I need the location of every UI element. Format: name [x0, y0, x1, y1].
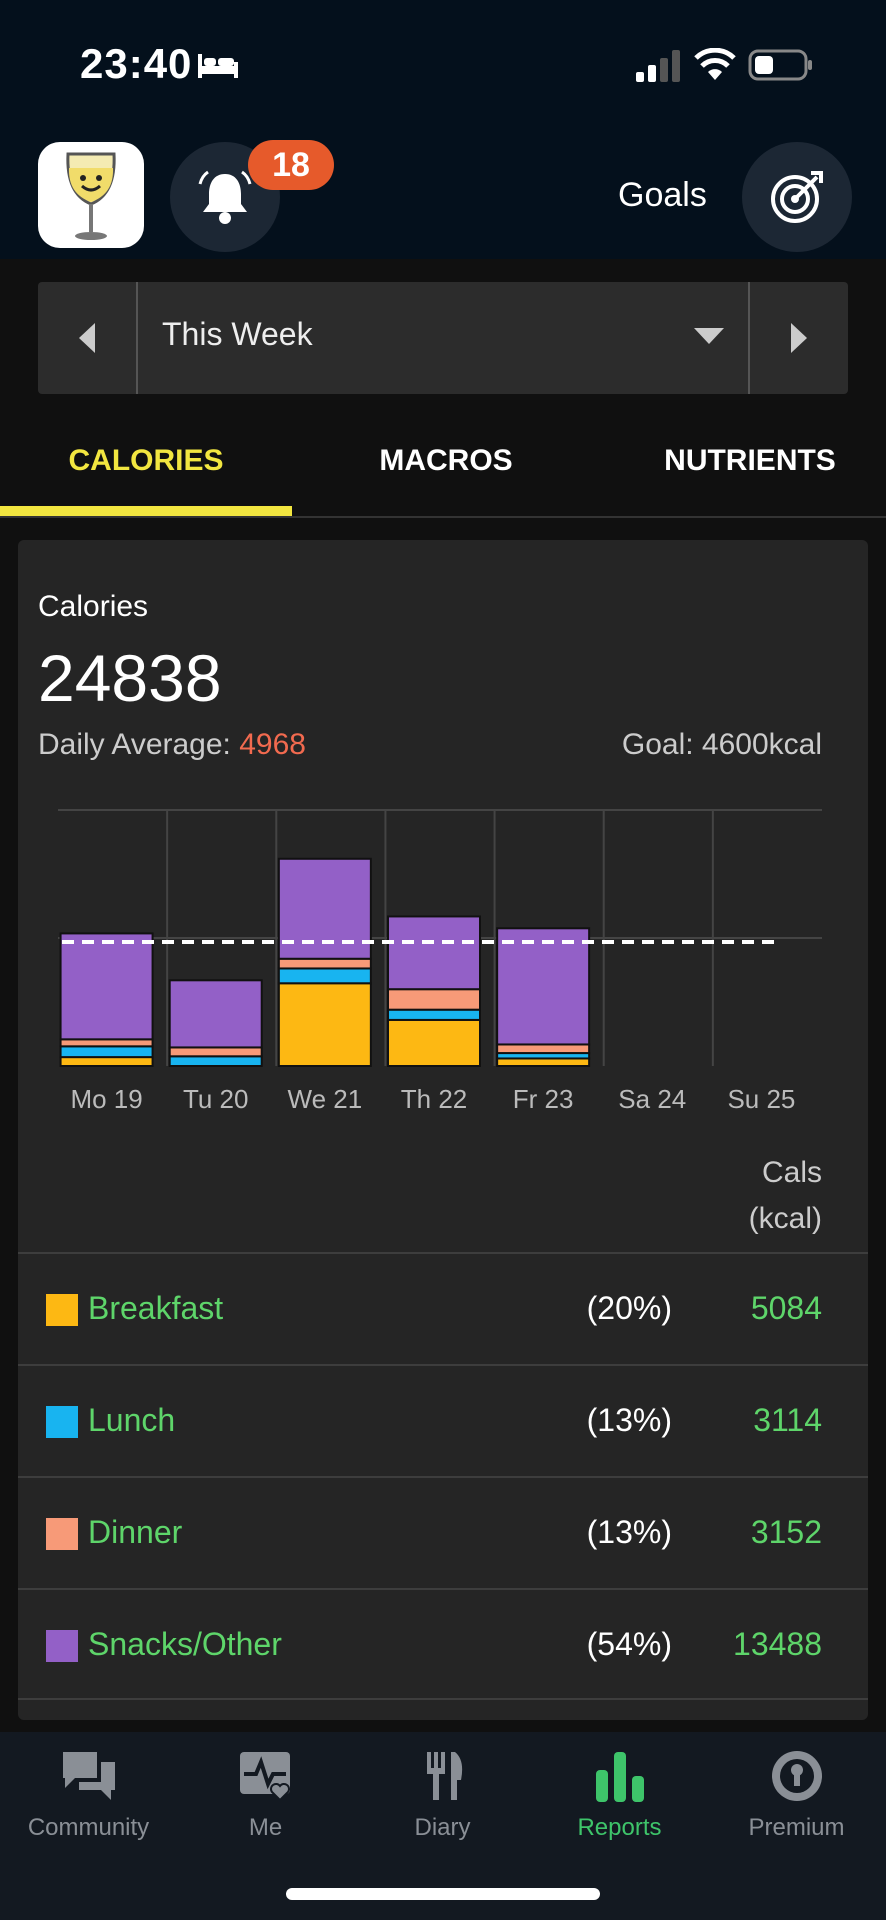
- bar-segment-lunch: [387, 1008, 481, 1021]
- daily-average: Daily Average: 4968: [38, 728, 306, 762]
- tab-nutrients[interactable]: NUTRIENTS: [664, 444, 836, 477]
- nav-me[interactable]: Me: [177, 1748, 354, 1842]
- bar-segment-dinner: [387, 988, 481, 1011]
- status-time: 23:40: [80, 40, 193, 87]
- goals-button[interactable]: [742, 142, 852, 252]
- bar-segment-breakfast: [387, 1018, 481, 1067]
- tab-calories[interactable]: CALORIES: [68, 444, 224, 477]
- nav-community[interactable]: Community: [0, 1748, 177, 1842]
- x-tick-label: Tu 20: [183, 1084, 249, 1114]
- nav-label: Premium: [748, 1814, 845, 1841]
- week-selector: This Week: [38, 282, 848, 394]
- weekly-calories-chart: Mo 19 Tu 20 We 21 Th 22 Fr 23 Sa 24 Su 25: [58, 809, 822, 1114]
- x-tick-label: Fr 23: [513, 1084, 574, 1114]
- bar-segment-dinner: [59, 1038, 154, 1048]
- x-tick-label: Sa 24: [618, 1084, 686, 1114]
- daily-average-label: Daily Average:: [38, 728, 240, 761]
- wifi-icon: [694, 48, 736, 80]
- app-header: 23:40: [0, 0, 886, 259]
- meal-name: Snacks/Other: [88, 1626, 282, 1662]
- meal-name: Lunch: [88, 1402, 176, 1438]
- meal-calories: 3114: [753, 1402, 822, 1438]
- meal-calories: 13488: [733, 1626, 822, 1662]
- chevron-left-icon: [79, 323, 95, 353]
- home-indicator: [286, 1888, 600, 1900]
- cals-header-line1: Cals: [761, 1156, 822, 1189]
- meal-row-breakfast[interactable]: Breakfast (20%) 5084: [18, 1252, 868, 1364]
- notification-count-badge: 18: [248, 140, 334, 190]
- dropdown-caret-icon[interactable]: [694, 328, 724, 344]
- meal-percent: (54%): [586, 1626, 672, 1662]
- nav-label: Community: [27, 1814, 150, 1841]
- goals-label[interactable]: Goals: [618, 176, 707, 214]
- bar-segment-lunch: [277, 967, 372, 985]
- calorie-goal: Goal: 4600kcal: [621, 728, 822, 761]
- snacks-color-swatch: [46, 1630, 78, 1662]
- meal-row-dinner[interactable]: Dinner (13%) 3152: [18, 1476, 868, 1588]
- week-label[interactable]: This Week: [162, 316, 313, 352]
- meal-percent: (13%): [586, 1402, 672, 1438]
- nav-label: Me: [248, 1814, 283, 1841]
- calories-total: 24838: [38, 641, 222, 715]
- app-logo[interactable]: [38, 142, 144, 248]
- cals-header-line2: (kcal): [748, 1202, 822, 1235]
- x-tick-label: We 21: [288, 1084, 363, 1114]
- meal-row-snacks[interactable]: Snacks/Other (54%) 13488: [18, 1588, 868, 1700]
- bar-segment-snacks-other: [168, 979, 263, 1049]
- nav-premium[interactable]: Premium: [708, 1748, 885, 1842]
- meal-calories: 3152: [750, 1514, 822, 1550]
- previous-week-button[interactable]: [38, 282, 138, 394]
- report-tabs: CALORIES MACROS NUTRIENTS: [0, 420, 886, 518]
- chevron-right-icon: [791, 323, 807, 353]
- heart-pulse-icon: [239, 1752, 290, 1802]
- wine-glass-logo-icon: [66, 152, 116, 240]
- nav-diary[interactable]: Diary: [354, 1748, 531, 1842]
- dinner-color-swatch: [46, 1518, 78, 1550]
- meal-calories: 5084: [750, 1290, 822, 1326]
- x-tick-label: Mo 19: [70, 1084, 142, 1114]
- battery-icon: [748, 49, 812, 81]
- bar-segment-lunch: [59, 1045, 154, 1059]
- meal-name: Dinner: [88, 1514, 183, 1550]
- cals-column-header: Cals (kcal): [749, 1150, 822, 1242]
- meal-percent: (20%): [586, 1290, 672, 1326]
- bar-segment-breakfast: [277, 982, 372, 1067]
- fork-knife-icon: [426, 1752, 462, 1800]
- bar-segment-dinner: [168, 1046, 263, 1058]
- daily-average-value: 4968: [239, 728, 306, 761]
- calories-card: [18, 540, 868, 1720]
- bell-icon: [198, 170, 252, 224]
- x-tick-label: Su 25: [727, 1084, 795, 1114]
- meal-name: Breakfast: [88, 1290, 224, 1326]
- bar-segment-breakfast: [59, 1056, 154, 1067]
- bar-segment-snacks-other: [496, 927, 591, 1046]
- bar-segment-breakfast: [496, 1057, 591, 1068]
- bar-segment-lunch: [168, 1055, 263, 1068]
- bar-segment-dinner: [277, 957, 372, 970]
- x-tick-label: Th 22: [401, 1084, 468, 1114]
- nav-label: Diary: [414, 1814, 471, 1841]
- breakfast-color-swatch: [46, 1294, 78, 1326]
- next-week-button[interactable]: [748, 282, 848, 394]
- calories-title: Calories: [38, 590, 149, 623]
- target-icon: [771, 171, 823, 223]
- active-tab-indicator: [0, 506, 292, 516]
- tab-macros[interactable]: MACROS: [379, 444, 513, 477]
- lunch-color-swatch: [46, 1406, 78, 1438]
- bar-segment-dinner: [496, 1043, 591, 1055]
- bar-chart-icon: [595, 1752, 644, 1802]
- nav-reports[interactable]: Reports: [531, 1748, 708, 1842]
- bar-segment-snacks-other: [387, 915, 481, 991]
- bed-icon: [198, 54, 238, 78]
- meal-row-lunch[interactable]: Lunch (13%) 3114: [18, 1364, 868, 1476]
- nav-label: Reports: [577, 1814, 662, 1841]
- meal-percent: (13%): [586, 1514, 672, 1550]
- premium-badge-icon: [771, 1751, 822, 1801]
- bar-segment-snacks-other: [59, 932, 154, 1041]
- chat-bubbles-icon: [62, 1752, 115, 1800]
- cell-signal-icon: [636, 50, 680, 82]
